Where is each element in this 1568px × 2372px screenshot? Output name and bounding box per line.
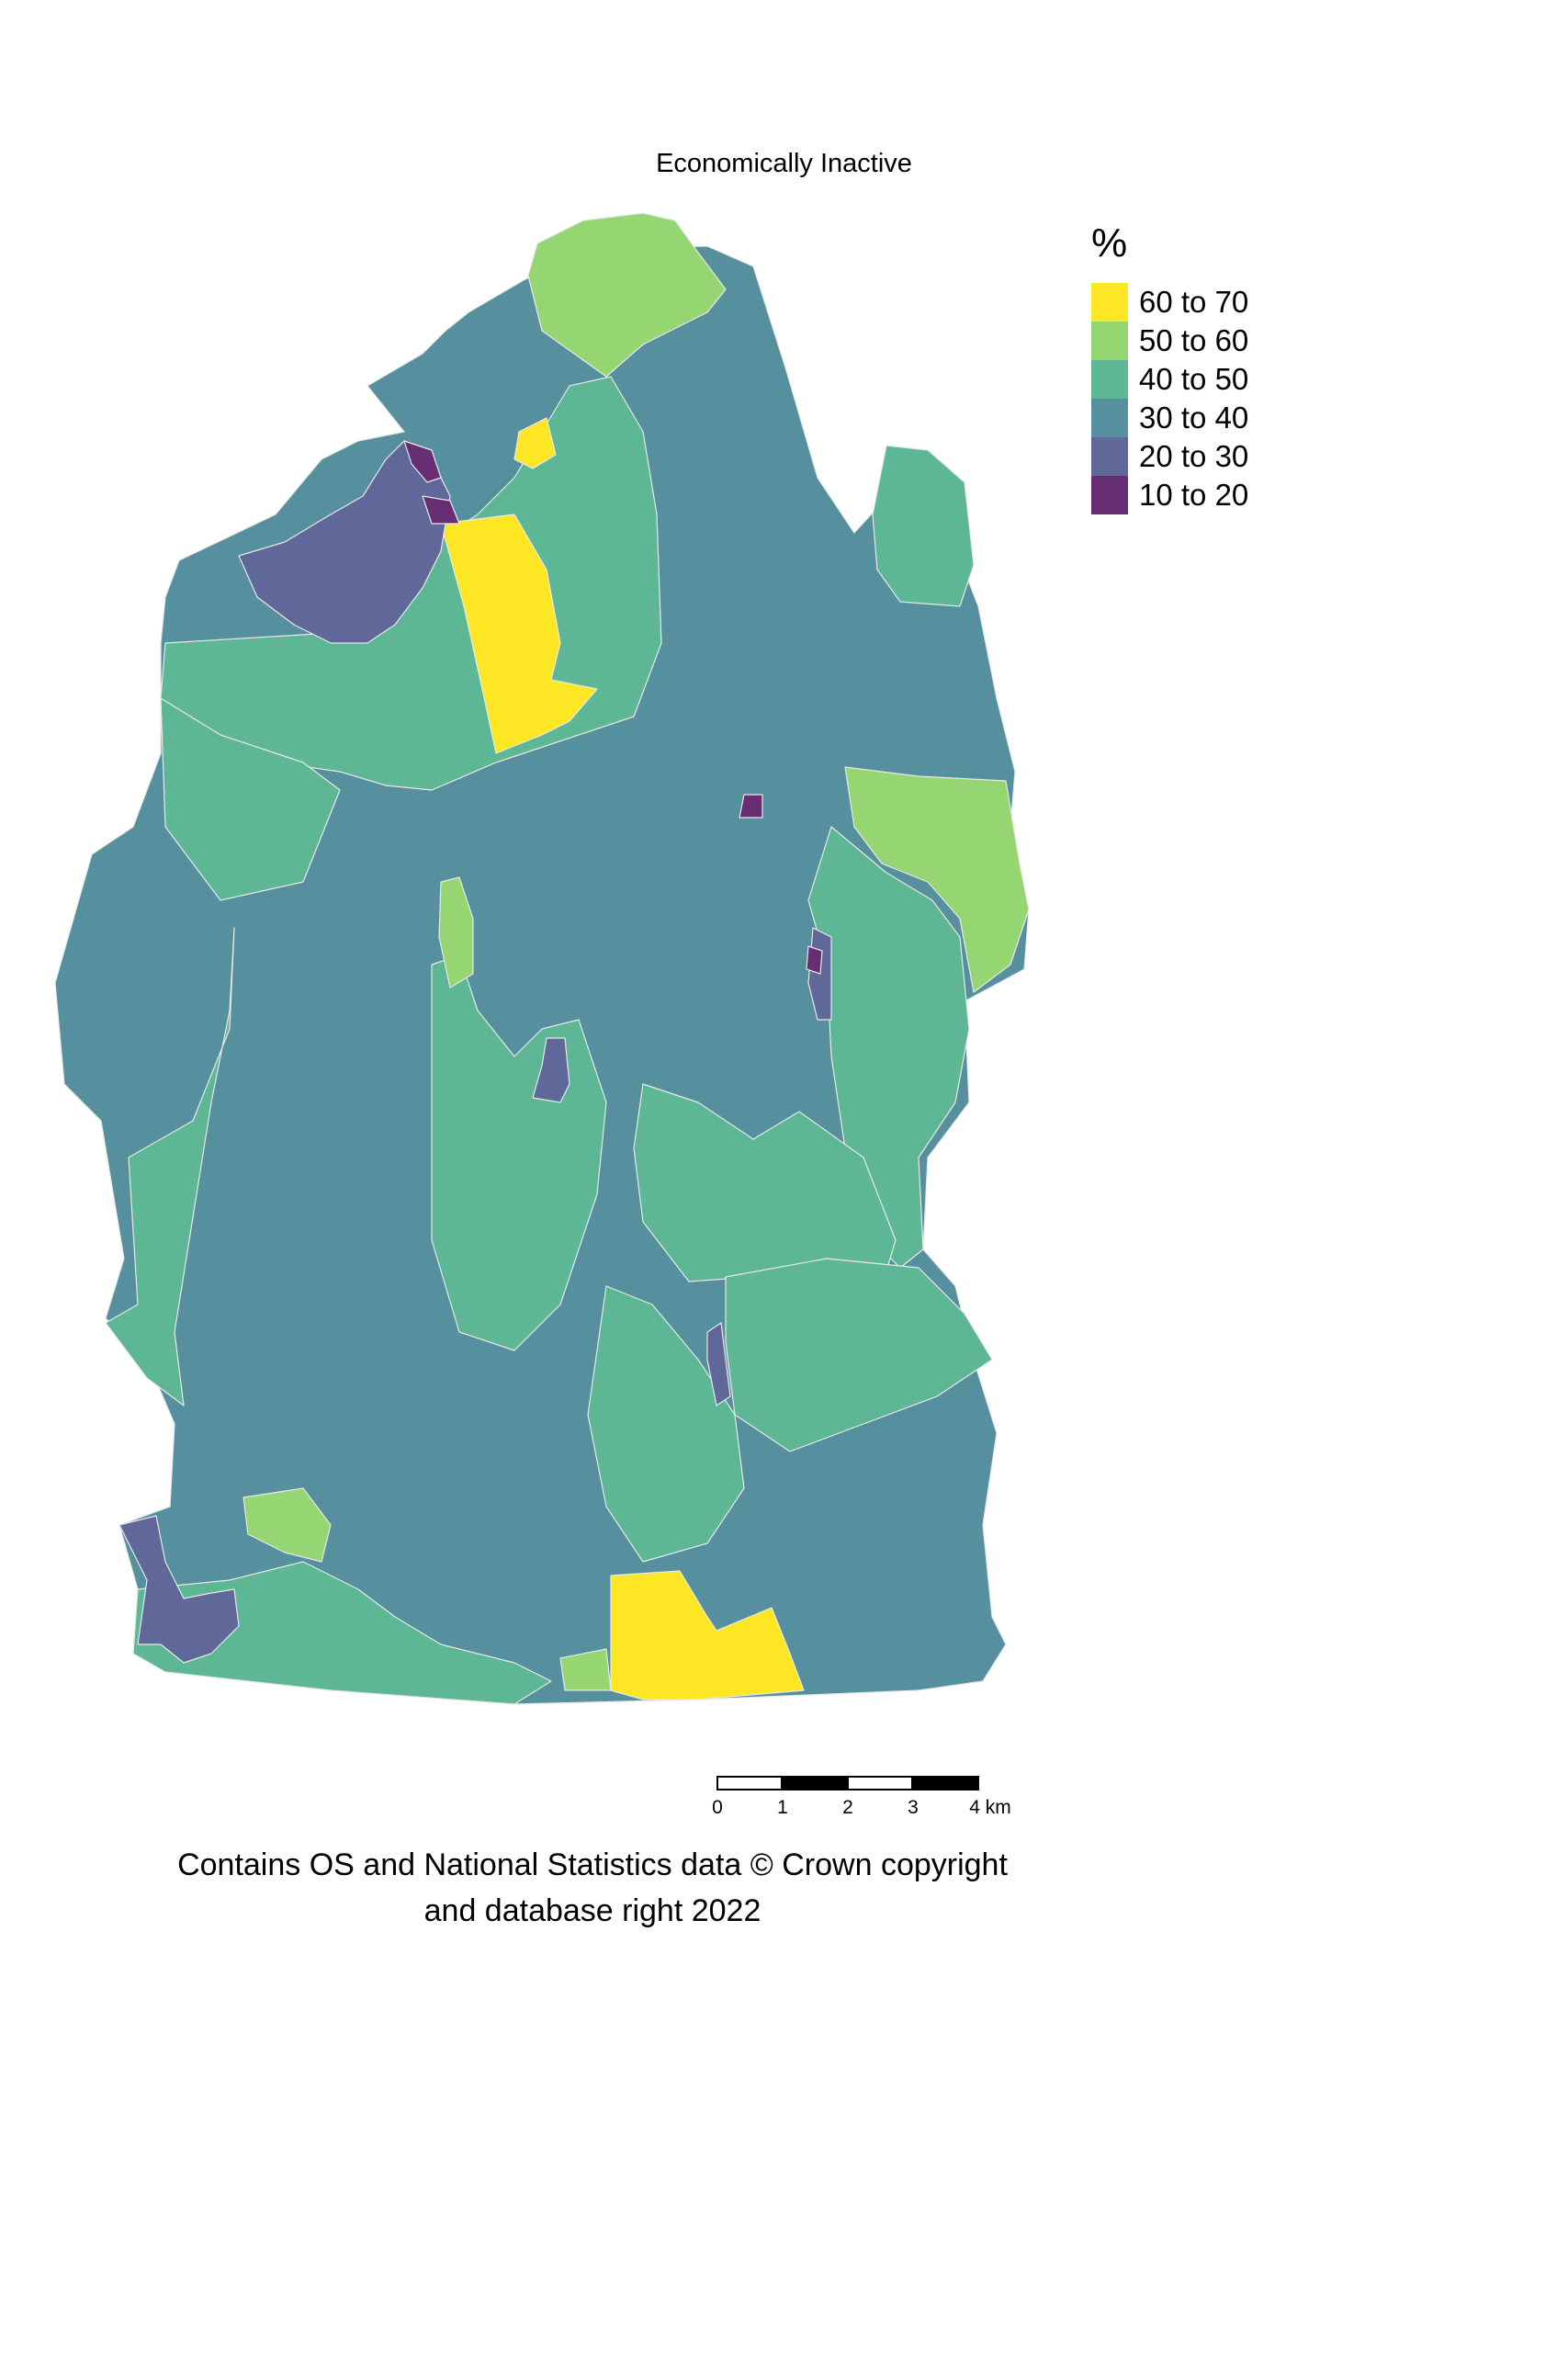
map-region [844,766,1030,993]
legend-label: 50 to 60 [1139,323,1249,357]
legend-label: 10 to 20 [1139,478,1249,512]
legend-item: 60 to 70 [1091,283,1248,322]
legend-label: 20 to 30 [1139,439,1249,473]
legend-item: 40 to 50 [1091,360,1248,399]
map-region [403,440,442,483]
map-region [587,1285,745,1563]
legend-label: 60 to 70 [1139,285,1249,319]
scale-bar: 0 1 2 3 4 km [712,1773,1043,1828]
legend-swatch [1091,476,1128,514]
map-region [513,417,557,469]
legend-label: 30 to 40 [1139,401,1249,435]
map-region [725,1258,993,1452]
legend-label: 40 to 50 [1139,362,1249,396]
scale-tick-label: 4 km [969,1797,1011,1818]
legend-item: 10 to 20 [1091,476,1248,514]
map-title: Economically Inactive [656,149,912,178]
scale-tick-label: 3 [908,1797,919,1818]
map-region [132,1561,552,1705]
attribution: Contains OS and National Statistics data… [0,1842,1185,1934]
map-region [118,1515,240,1664]
legend-item: 30 to 40 [1091,399,1248,437]
legend-swatch [1091,437,1128,476]
map-region [739,794,763,819]
map-region [422,495,460,525]
scale-bar-graphic [716,1776,979,1790]
map-region [706,1322,731,1406]
map-region [532,1037,570,1103]
scale-segment [847,1776,913,1790]
scale-tick-label: 2 [842,1797,853,1818]
legend-swatch [1091,360,1128,399]
map-region [872,445,975,607]
scale-tick-label: 1 [777,1797,788,1818]
legend-swatch [1091,283,1128,322]
map-region [160,697,341,901]
legend-swatch [1091,322,1128,360]
map-region [243,1487,332,1563]
map-region [440,514,598,754]
scale-tick-label: 0 [712,1797,723,1818]
scale-segment [716,1776,783,1790]
legend-title: % [1091,220,1128,265]
map-region [105,927,235,1406]
attribution-line: and database right 2022 [423,1893,761,1928]
legend-items: 60 to 70 50 to 60 40 to 50 30 to 40 20 to 30… [1091,283,1248,514]
map-region [610,1570,805,1700]
map-region [438,876,474,988]
attribution-line: Contains OS and National Statistics data… [177,1847,1008,1882]
scale-segment [911,1776,979,1790]
legend-item: 20 to 30 [1091,437,1248,476]
map-region [806,945,823,975]
legend-item: 50 to 60 [1091,322,1248,360]
legend: % 60 to 70 50 to 60 40 to 50 30 to 40 20 to … [1091,220,1248,514]
map-region [527,212,727,378]
scale-segment [781,1776,849,1790]
legend-swatch [1091,399,1128,437]
